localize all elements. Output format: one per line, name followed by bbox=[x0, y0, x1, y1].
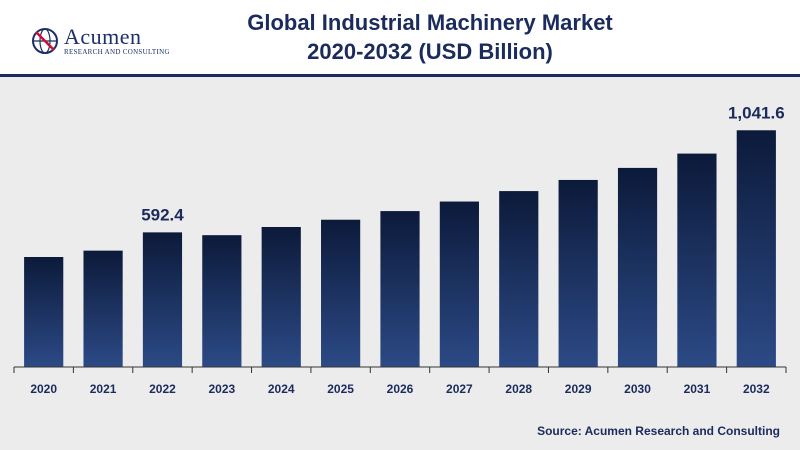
x-tick-label-2025: 2025 bbox=[327, 382, 354, 396]
x-tick-label-2030: 2030 bbox=[624, 382, 651, 396]
bar-2028 bbox=[499, 191, 539, 367]
bar-2022 bbox=[142, 232, 183, 367]
x-tick-label-2020: 2020 bbox=[30, 382, 57, 396]
bar-2032 bbox=[736, 130, 776, 367]
x-tick-label-2028: 2028 bbox=[505, 382, 532, 396]
bar-2029 bbox=[558, 179, 598, 367]
bar-2031 bbox=[677, 153, 717, 367]
x-tick-label-2023: 2023 bbox=[208, 382, 235, 396]
bar-2023 bbox=[202, 235, 242, 367]
x-tick-label-2024: 2024 bbox=[268, 382, 295, 396]
x-tick-label-2032: 2032 bbox=[743, 382, 770, 396]
acumen-logo: Acumen RESEARCH AND CONSULTING bbox=[30, 20, 170, 60]
x-tick-label-2027: 2027 bbox=[446, 382, 473, 396]
bar-2025 bbox=[321, 219, 361, 367]
x-tick-label-2026: 2026 bbox=[387, 382, 414, 396]
globe-icon bbox=[32, 28, 58, 54]
bar-2021 bbox=[83, 250, 123, 367]
bar-chart: 592.4 1,041.6 2020 2021 2022 2023 2024 2025 202… bbox=[13, 103, 787, 396]
chart-title: Global Industrial Machinery Market 2020-… bbox=[160, 8, 700, 66]
x-tick-label-2031: 2031 bbox=[684, 382, 711, 396]
header: Acumen RESEARCH AND CONSULTING Global In… bbox=[0, 0, 800, 77]
data-label-2032: 1,041.6 bbox=[728, 103, 785, 122]
logo-subtext: RESEARCH AND CONSULTING bbox=[64, 48, 170, 56]
bar-2026 bbox=[380, 211, 420, 367]
x-tick-label-2022: 2022 bbox=[149, 382, 176, 396]
bar-2030 bbox=[617, 167, 658, 367]
logo-text: Acumen bbox=[64, 24, 142, 49]
data-label-2022: 592.4 bbox=[141, 205, 184, 224]
source-note: Source: Acumen Research and Consulting bbox=[537, 424, 780, 438]
bar-2027 bbox=[439, 201, 479, 367]
bar-2020 bbox=[24, 257, 64, 367]
x-tick-label-2029: 2029 bbox=[565, 382, 592, 396]
x-tick-label-2021: 2021 bbox=[90, 382, 117, 396]
chart-title-line2: 2020-2032 (USD Billion) bbox=[307, 39, 553, 64]
bar-2024 bbox=[261, 227, 301, 367]
chart-title-line1: Global Industrial Machinery Market bbox=[247, 10, 613, 35]
